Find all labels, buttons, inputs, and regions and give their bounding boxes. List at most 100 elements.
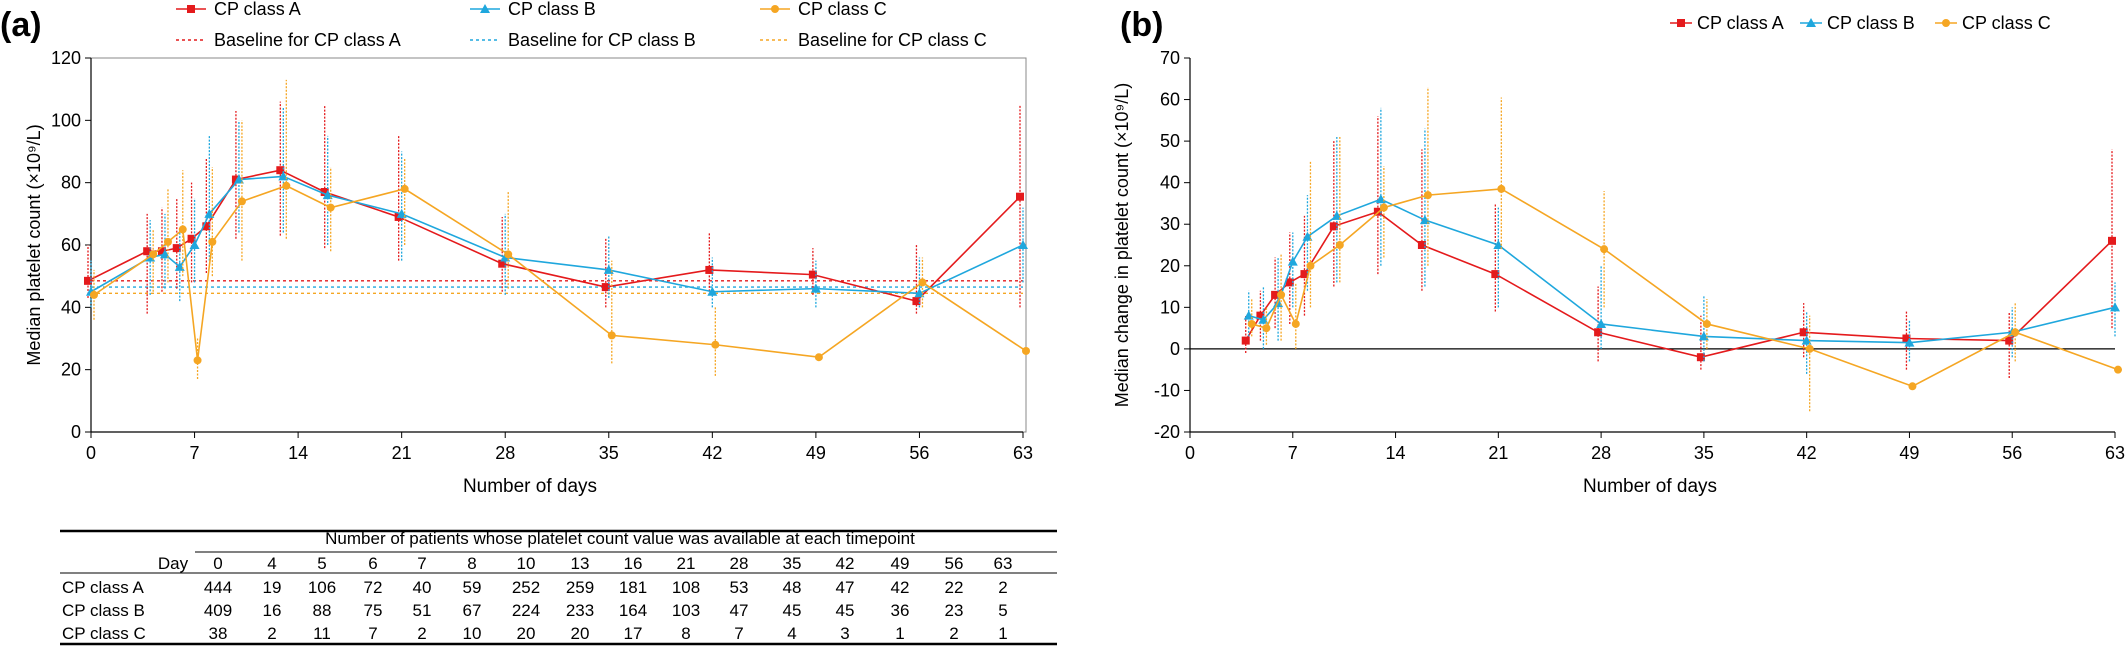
data-point bbox=[1696, 353, 1705, 362]
b-plot-area: -20 -10 0 10 20 30 40 50 60 70 0 7 14 21 28 35 42 49 56 63 bbox=[1154, 48, 2125, 463]
data-point bbox=[1805, 344, 1814, 353]
panel-a: (a) CP class A CP class B CP class C Baseli… bbox=[0, 0, 1033, 497]
data-point bbox=[808, 270, 817, 279]
x-tick-label: 49 bbox=[1899, 443, 1919, 463]
data-point bbox=[814, 353, 823, 362]
data-point bbox=[1022, 346, 1030, 355]
table-cell: 10 bbox=[463, 624, 482, 643]
table-cell: 47 bbox=[836, 578, 855, 597]
legend-label: Baseline for CP class C bbox=[798, 30, 987, 50]
data-point bbox=[149, 250, 158, 259]
y-tick-label: 60 bbox=[1160, 90, 1180, 110]
data-point bbox=[157, 247, 166, 256]
data-point bbox=[187, 234, 196, 243]
x-tick-label: 0 bbox=[86, 443, 96, 463]
table-cell: 16 bbox=[263, 601, 282, 620]
table-cell: 47 bbox=[730, 601, 749, 620]
data-point bbox=[912, 297, 921, 306]
table-cell: 45 bbox=[836, 601, 855, 620]
data-point bbox=[1300, 270, 1309, 279]
table-cell: 11 bbox=[313, 624, 331, 643]
data-point bbox=[1493, 240, 1504, 249]
data-point bbox=[208, 237, 217, 246]
legend-marker bbox=[1806, 18, 1816, 27]
table-header-cell: 28 bbox=[730, 554, 749, 573]
table-cell: 67 bbox=[463, 601, 482, 620]
series-cp-class-a bbox=[84, 101, 1024, 314]
data-point bbox=[1287, 256, 1298, 266]
y-tick-label: 60 bbox=[61, 235, 81, 255]
data-point bbox=[1285, 278, 1294, 287]
data-point bbox=[1271, 290, 1280, 299]
x-tick-label: 56 bbox=[909, 443, 929, 463]
table-header-cell: 7 bbox=[417, 554, 426, 573]
a-legend: CP class A CP class B CP class C Baseline f… bbox=[176, 0, 987, 50]
table-cell: 181 bbox=[619, 578, 647, 597]
table-cell: 7 bbox=[368, 624, 377, 643]
b-y-axis-label: Median change in platelet count (×10⁹/L) bbox=[1112, 83, 1132, 407]
y-tick-label: 40 bbox=[61, 297, 81, 317]
series-line bbox=[1251, 188, 2119, 388]
table-header-cell: 13 bbox=[571, 554, 590, 573]
table-cell: 40 bbox=[413, 578, 432, 597]
x-tick-label: 56 bbox=[2002, 443, 2022, 463]
y-tick-label: 30 bbox=[1160, 214, 1180, 234]
data-point bbox=[2110, 302, 2120, 312]
table-row-label: CP class C bbox=[62, 624, 146, 643]
table-cell: 103 bbox=[672, 601, 700, 620]
table-cell: 252 bbox=[512, 578, 540, 597]
table-header-cell: Day bbox=[158, 554, 189, 573]
data-point bbox=[400, 184, 409, 193]
data-point bbox=[2114, 365, 2122, 374]
data-point bbox=[1491, 270, 1500, 279]
table-cell: 7 bbox=[734, 624, 743, 643]
series-cp-class-a bbox=[1241, 116, 2116, 378]
y-tick-label: 20 bbox=[61, 360, 81, 380]
data-point bbox=[1016, 192, 1024, 201]
data-point bbox=[1594, 328, 1603, 337]
panel-b: (b) CP class A CP class B CP class C -20 -1… bbox=[1112, 6, 2125, 497]
table-cell: 8 bbox=[681, 624, 690, 643]
table-header-cell: 49 bbox=[891, 554, 910, 573]
table-cell: 22 bbox=[945, 578, 964, 597]
legend-marker bbox=[1942, 19, 1950, 27]
data-point bbox=[233, 174, 244, 184]
table-cell: 2 bbox=[998, 578, 1007, 597]
table-header-cell: 10 bbox=[517, 554, 536, 573]
data-point bbox=[918, 278, 927, 287]
table-header-cell: 35 bbox=[783, 554, 802, 573]
legend-label: CP class A bbox=[1697, 13, 1784, 33]
data-point bbox=[1302, 231, 1313, 241]
data-point bbox=[84, 276, 92, 285]
series-line bbox=[87, 169, 1021, 302]
x-tick-label: 7 bbox=[1288, 443, 1298, 463]
data-point bbox=[1241, 336, 1250, 345]
table-cell: 4 bbox=[787, 624, 796, 643]
table-cell: 38 bbox=[209, 624, 228, 643]
table-cell: 23 bbox=[945, 601, 964, 620]
table-cell: 2 bbox=[949, 624, 958, 643]
table-cell: 88 bbox=[313, 601, 332, 620]
x-tick-label: 63 bbox=[2105, 443, 2125, 463]
table-cell: 2 bbox=[417, 624, 426, 643]
data-point bbox=[1291, 319, 1300, 328]
data-point bbox=[231, 175, 240, 184]
data-point bbox=[1600, 245, 1609, 254]
data-point bbox=[202, 222, 211, 231]
table-cell: 48 bbox=[783, 578, 802, 597]
series-cp-class-c bbox=[1247, 87, 2122, 412]
table-cell: 17 bbox=[624, 624, 643, 643]
panel-a-label: (a) bbox=[0, 6, 42, 44]
table-header-cell: 16 bbox=[624, 554, 643, 573]
data-point bbox=[1417, 241, 1426, 249]
table-cell: 444 bbox=[204, 578, 232, 597]
legend-label: Baseline for CP class B bbox=[508, 30, 696, 50]
data-point bbox=[178, 225, 187, 234]
series-line bbox=[1248, 198, 2116, 344]
legend-label: CP class B bbox=[1827, 13, 1915, 33]
a-y-axis-label: Median platelet count (×10⁹/L) bbox=[24, 124, 44, 365]
b-legend: CP class A CP class B CP class C bbox=[1670, 13, 2051, 33]
table-header-cell: 0 bbox=[213, 554, 222, 573]
data-point bbox=[193, 356, 202, 365]
